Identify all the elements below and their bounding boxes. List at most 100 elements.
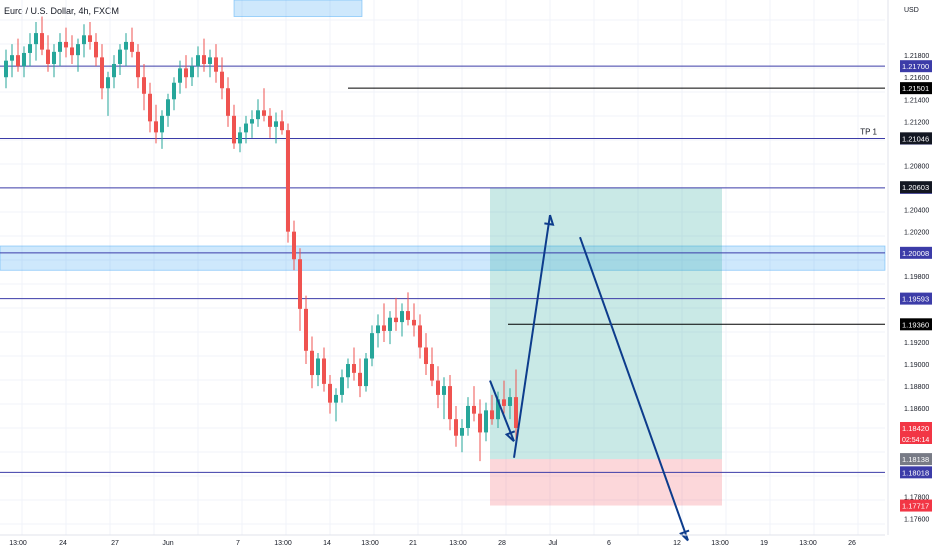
take-profit-zone (490, 187, 722, 460)
price-badge-text: 1.18420 (902, 424, 929, 433)
candle-body (64, 41, 68, 48)
x-tick-label: Jul (549, 540, 558, 547)
price-badge (900, 181, 932, 194)
price-badge (900, 453, 932, 466)
candle-body (244, 123, 248, 133)
trend-arrow (579, 236, 689, 541)
candle-body (4, 60, 8, 78)
y-tick-label: 1.21400 (904, 97, 929, 104)
level-price-badge-text: 1.21700 (902, 62, 929, 71)
candle-body (160, 115, 164, 133)
x-tick-label: 6 (607, 540, 611, 547)
level-price-badge-text: 1.20008 (902, 249, 929, 258)
x-tick-label: 13:00 (711, 540, 729, 547)
candle-body (88, 35, 92, 42)
candle-body (430, 364, 434, 381)
x-tick-label: 14 (323, 540, 331, 547)
x-tick-label: 12 (673, 540, 681, 547)
candle-body (424, 347, 428, 365)
x-tick-label: 24 (59, 540, 67, 547)
candle-body (304, 308, 308, 351)
candle-body (262, 110, 266, 116)
candle-body (322, 358, 326, 384)
candle-body (346, 364, 350, 378)
candle-body (406, 311, 410, 320)
candle-body (400, 311, 404, 323)
candle-body (112, 63, 116, 78)
x-tick-label: 13:00 (449, 540, 467, 547)
candle-body (310, 350, 314, 376)
candle-body (16, 55, 20, 67)
price-badge-sub: 02:54:14 (902, 437, 929, 444)
candle-body (10, 55, 14, 61)
candle-body (328, 383, 332, 403)
candle-body (190, 66, 194, 78)
candle-body (490, 410, 494, 420)
level-price-badge-text: 1.19593 (902, 295, 929, 304)
candle-body (280, 121, 284, 131)
candle-body (448, 386, 452, 420)
candle-body (166, 99, 170, 116)
candle-body (76, 44, 80, 56)
candle-body (436, 380, 440, 395)
candle-body (232, 115, 236, 144)
candle-body (250, 119, 254, 124)
price-badge-text: 1.20603 (902, 183, 929, 192)
supply-zone-top (233, 0, 363, 17)
candle-body (142, 77, 146, 94)
candle-body (208, 57, 212, 64)
candle-body (178, 68, 182, 83)
candle-body (130, 41, 134, 52)
arrow-head (504, 430, 516, 442)
candle-body (22, 52, 26, 67)
candle-body (226, 88, 230, 116)
candle-body (472, 405, 476, 414)
price-badge (900, 132, 932, 145)
x-tick-label: 28 (498, 540, 506, 547)
y-tick-label: 1.18800 (904, 384, 929, 391)
candle-body (106, 77, 110, 89)
candle-body (82, 35, 86, 45)
price-currency: USD (904, 7, 919, 14)
candle-body (478, 413, 482, 433)
candle-body (34, 33, 38, 45)
candle-body (514, 397, 518, 428)
x-tick-label: 19 (760, 540, 768, 547)
arrow-head (544, 214, 555, 226)
candle-body (334, 394, 338, 403)
candle-body (268, 115, 272, 127)
candle-body (70, 47, 74, 56)
level-price-badge (900, 318, 932, 331)
y-tick-label: 1.17600 (904, 516, 929, 523)
candle-body (370, 333, 374, 359)
candle-body (196, 55, 200, 67)
supply-zone-mid (0, 245, 886, 271)
candle-body (172, 82, 176, 100)
y-tick-label: 1.21200 (904, 119, 929, 126)
x-tick-label: 27 (111, 540, 119, 547)
level-price-badge-text: 1.19360 (902, 320, 929, 329)
candle-body (388, 317, 392, 331)
candle-body (286, 130, 290, 232)
level-price-badge (900, 82, 932, 95)
y-tick-label: 1.21600 (904, 75, 929, 82)
candle-body (352, 364, 356, 373)
x-tick-label: 26 (848, 540, 856, 547)
price-badge-text: 1.18138 (902, 455, 929, 464)
candle-body (100, 57, 104, 89)
x-tick-label: 13:00 (274, 540, 292, 547)
candle-body (148, 93, 152, 122)
trend-arrow (513, 214, 551, 458)
candle-body (340, 377, 344, 395)
arrow-head (679, 529, 690, 542)
candle-body (496, 399, 500, 420)
price-badge (900, 422, 932, 444)
y-tick-label: 1.19000 (904, 362, 929, 369)
x-tick-label: 13:00 (361, 540, 379, 547)
candle-body (412, 319, 416, 326)
trend-arrow (489, 380, 515, 442)
candle-body (298, 259, 302, 309)
level-note: TP 1 (860, 128, 877, 137)
x-tick-label: Jun (162, 540, 173, 547)
